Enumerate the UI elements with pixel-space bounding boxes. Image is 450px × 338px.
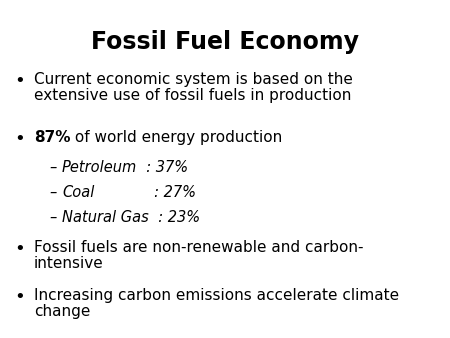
Text: Fossil fuels are non-renewable and carbon-: Fossil fuels are non-renewable and carbo… xyxy=(34,240,364,255)
Text: •: • xyxy=(14,72,25,90)
Text: of world energy production: of world energy production xyxy=(71,130,283,145)
Text: –: – xyxy=(50,210,62,225)
Text: change: change xyxy=(34,304,90,319)
Text: : 37%: : 37% xyxy=(137,160,189,175)
Text: Natural Gas: Natural Gas xyxy=(62,210,149,225)
Text: intensive: intensive xyxy=(34,256,104,271)
Text: •: • xyxy=(14,130,25,148)
Text: : 23%: : 23% xyxy=(149,210,200,225)
Text: Coal: Coal xyxy=(62,185,94,200)
Text: Petroleum: Petroleum xyxy=(62,160,137,175)
Text: •: • xyxy=(14,288,25,306)
Text: Increasing carbon emissions accelerate climate: Increasing carbon emissions accelerate c… xyxy=(34,288,399,303)
Text: extensive use of fossil fuels in production: extensive use of fossil fuels in product… xyxy=(34,88,351,103)
Text: : 27%: : 27% xyxy=(94,185,196,200)
Text: –: – xyxy=(50,185,62,200)
Text: 87%: 87% xyxy=(34,130,71,145)
Text: Fossil Fuel Economy: Fossil Fuel Economy xyxy=(91,30,359,54)
Text: •: • xyxy=(14,240,25,258)
Text: Current economic system is based on the: Current economic system is based on the xyxy=(34,72,353,87)
Text: –: – xyxy=(50,160,62,175)
